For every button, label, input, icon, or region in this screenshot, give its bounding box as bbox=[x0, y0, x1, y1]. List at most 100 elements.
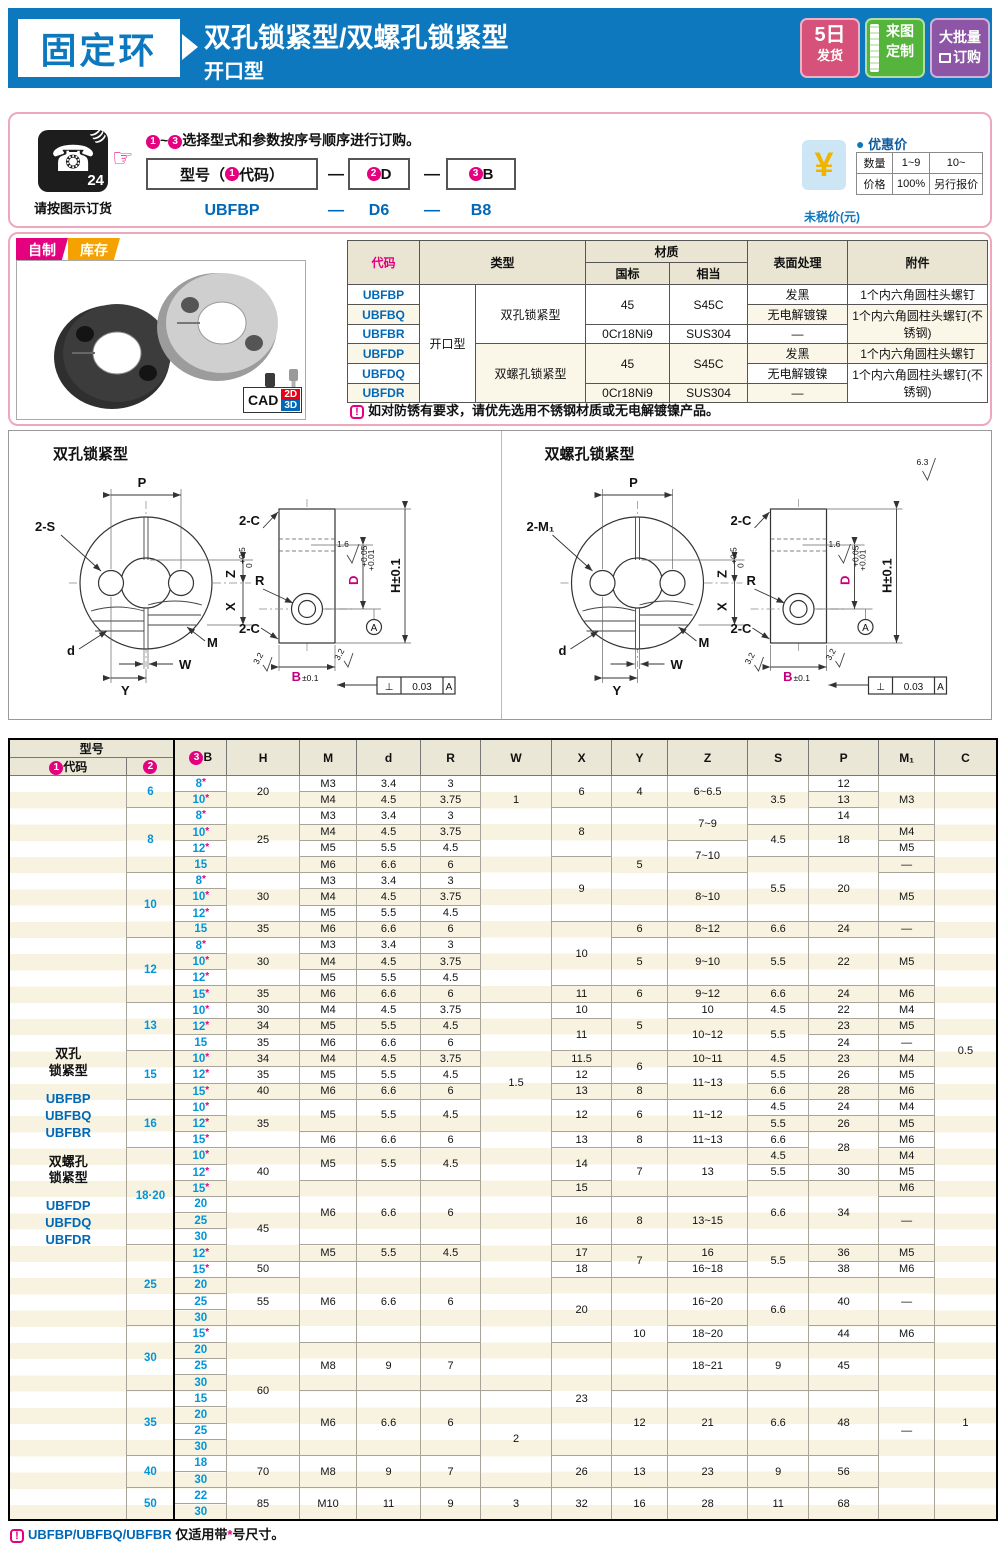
dim-cell: 40 bbox=[226, 1082, 300, 1100]
price-cell: 10~ bbox=[929, 152, 984, 174]
star-mark: * bbox=[205, 1117, 210, 1129]
price-cell: 100% bbox=[891, 173, 931, 195]
star-mark: * bbox=[202, 874, 206, 886]
star-mark: * bbox=[205, 1084, 210, 1096]
dim-cell: 16 bbox=[611, 1487, 668, 1521]
dim-cell: 9 bbox=[356, 1454, 421, 1489]
legend-type: 双螺孔 bbox=[48, 1153, 88, 1169]
star-mark: * bbox=[202, 938, 206, 950]
svg-text:2-C: 2-C bbox=[731, 621, 753, 636]
spec-cell: 1个内六角圆柱头螺钉 bbox=[847, 343, 989, 364]
dim-cell: 6 bbox=[419, 1179, 482, 1246]
dim-cell: 10 bbox=[550, 920, 613, 987]
col-header-d: d bbox=[356, 738, 421, 776]
spec-cell: 无电解镀镍 bbox=[747, 304, 849, 325]
svg-text:R: R bbox=[747, 573, 757, 588]
dim-cell: — bbox=[878, 920, 935, 938]
dim-cell: — bbox=[878, 1341, 935, 1521]
stack-icon bbox=[939, 53, 951, 63]
svg-text:±0.1: ±0.1 bbox=[794, 673, 811, 683]
dim-cell: M5 bbox=[878, 1114, 935, 1133]
dim-cell: 5.5 bbox=[356, 1066, 421, 1084]
col-header-code: 1 代码 bbox=[8, 757, 128, 776]
svg-text:+0.5: +0.5 bbox=[237, 547, 247, 564]
dim-cell: 45 bbox=[226, 1195, 300, 1262]
dim-cell: 9~10 bbox=[666, 936, 749, 987]
dim-cell: 5.5 bbox=[747, 1163, 809, 1181]
spec-cell: 双螺孔锁紧型 bbox=[474, 343, 587, 403]
dim-cell: 6.6 bbox=[356, 1390, 421, 1456]
info-icon: ! bbox=[350, 405, 364, 419]
dim-cell: M3 bbox=[298, 872, 358, 890]
dim-cell: M5 bbox=[298, 1147, 358, 1181]
dim-cell: 5.5 bbox=[747, 1017, 809, 1052]
spec-cell: 1个内六角圆柱头螺钉 bbox=[847, 284, 989, 305]
b-value-cell: 30 bbox=[173, 1228, 228, 1246]
star-mark: * bbox=[205, 1019, 210, 1031]
dim-cell: 35 bbox=[226, 1066, 300, 1084]
example-code: UBFBP bbox=[204, 202, 260, 219]
page-subtitle: 双孔锁紧型/双螺孔锁紧型 bbox=[204, 23, 509, 53]
d-value-cell: 15 bbox=[126, 1050, 175, 1100]
phone-caption: 请按图示订货 bbox=[33, 201, 112, 216]
dim-cell: 5.5 bbox=[747, 936, 809, 987]
spec-cell: S45C bbox=[669, 284, 749, 325]
b-value-cell: 12* bbox=[173, 1114, 228, 1133]
b-value-cell: 12* bbox=[173, 1163, 228, 1181]
dim-cell: 6.6 bbox=[356, 1179, 421, 1246]
dim-cell: 24 bbox=[807, 1033, 880, 1052]
dim-cell: 7~10 bbox=[666, 839, 749, 874]
cad-3d-button[interactable]: 3D bbox=[281, 400, 301, 411]
dim-cell: 20 bbox=[226, 774, 300, 809]
dim-cell: 6.6 bbox=[747, 1131, 809, 1149]
dim-cell: 20 bbox=[550, 1276, 613, 1343]
legend-type: 锁紧型 bbox=[48, 1062, 88, 1078]
dim-cell: 4.5 bbox=[419, 1017, 482, 1036]
dim-cell: 11~13 bbox=[666, 1066, 749, 1100]
phone-icon: ☎ ))) 24 bbox=[38, 126, 109, 192]
dim-cell: 3 bbox=[480, 1487, 552, 1521]
b-value-cell: 20 bbox=[173, 1406, 228, 1424]
spec-cell: SUS304 bbox=[669, 383, 749, 403]
dim-cell: 6 bbox=[419, 985, 482, 1003]
star-mark: * bbox=[202, 777, 206, 789]
star-mark: * bbox=[205, 793, 210, 805]
dim-cell: 6.6 bbox=[356, 920, 421, 938]
dim-cell: M3 bbox=[298, 807, 358, 825]
dim-cell: 12 bbox=[550, 1066, 613, 1084]
dim-cell: M5 bbox=[878, 839, 935, 857]
b-value-cell: 15* bbox=[173, 1179, 228, 1197]
price-cell: 数量 bbox=[856, 152, 893, 174]
spec-cell: — bbox=[747, 383, 849, 403]
dim-cell: M6 bbox=[298, 855, 358, 874]
b-value-cell: 8* bbox=[173, 936, 228, 955]
cad-badge[interactable]: CAD 2D 3D bbox=[243, 387, 303, 413]
dim-cell: M3 bbox=[298, 774, 358, 793]
dim-cell: 5.5 bbox=[747, 1066, 809, 1084]
cad-2d-button[interactable]: 2D bbox=[281, 389, 301, 400]
dim-cell: 3.75 bbox=[419, 953, 482, 971]
legend-type: 锁紧型 bbox=[48, 1169, 88, 1185]
b-value-cell: 15 bbox=[173, 855, 228, 874]
dim-cell: 9 bbox=[747, 1341, 809, 1392]
dim-cell: 5 bbox=[611, 807, 668, 922]
dim-cell: 9 bbox=[550, 855, 613, 922]
spec-cell: S45C bbox=[669, 343, 749, 384]
arrow-right-icon bbox=[182, 34, 198, 60]
col-header-h: H bbox=[226, 738, 300, 776]
star-mark: * bbox=[205, 1165, 210, 1177]
dim-cell: 5.5 bbox=[356, 1098, 421, 1133]
star-mark: * bbox=[205, 1181, 210, 1193]
svg-text:A: A bbox=[446, 682, 453, 693]
dim-cell: M4 bbox=[878, 1001, 935, 1019]
dim-cell: 3.75 bbox=[419, 791, 482, 809]
svg-text:3.2: 3.2 bbox=[251, 651, 266, 666]
svg-text:2-C: 2-C bbox=[731, 513, 753, 528]
dim-cell: M6 bbox=[298, 985, 358, 1003]
svg-text:A: A bbox=[371, 623, 378, 634]
dim-cell: 23 bbox=[807, 1050, 880, 1068]
dim-cell: 5.5 bbox=[356, 904, 421, 922]
dim-cell: 7~9 bbox=[666, 807, 749, 841]
